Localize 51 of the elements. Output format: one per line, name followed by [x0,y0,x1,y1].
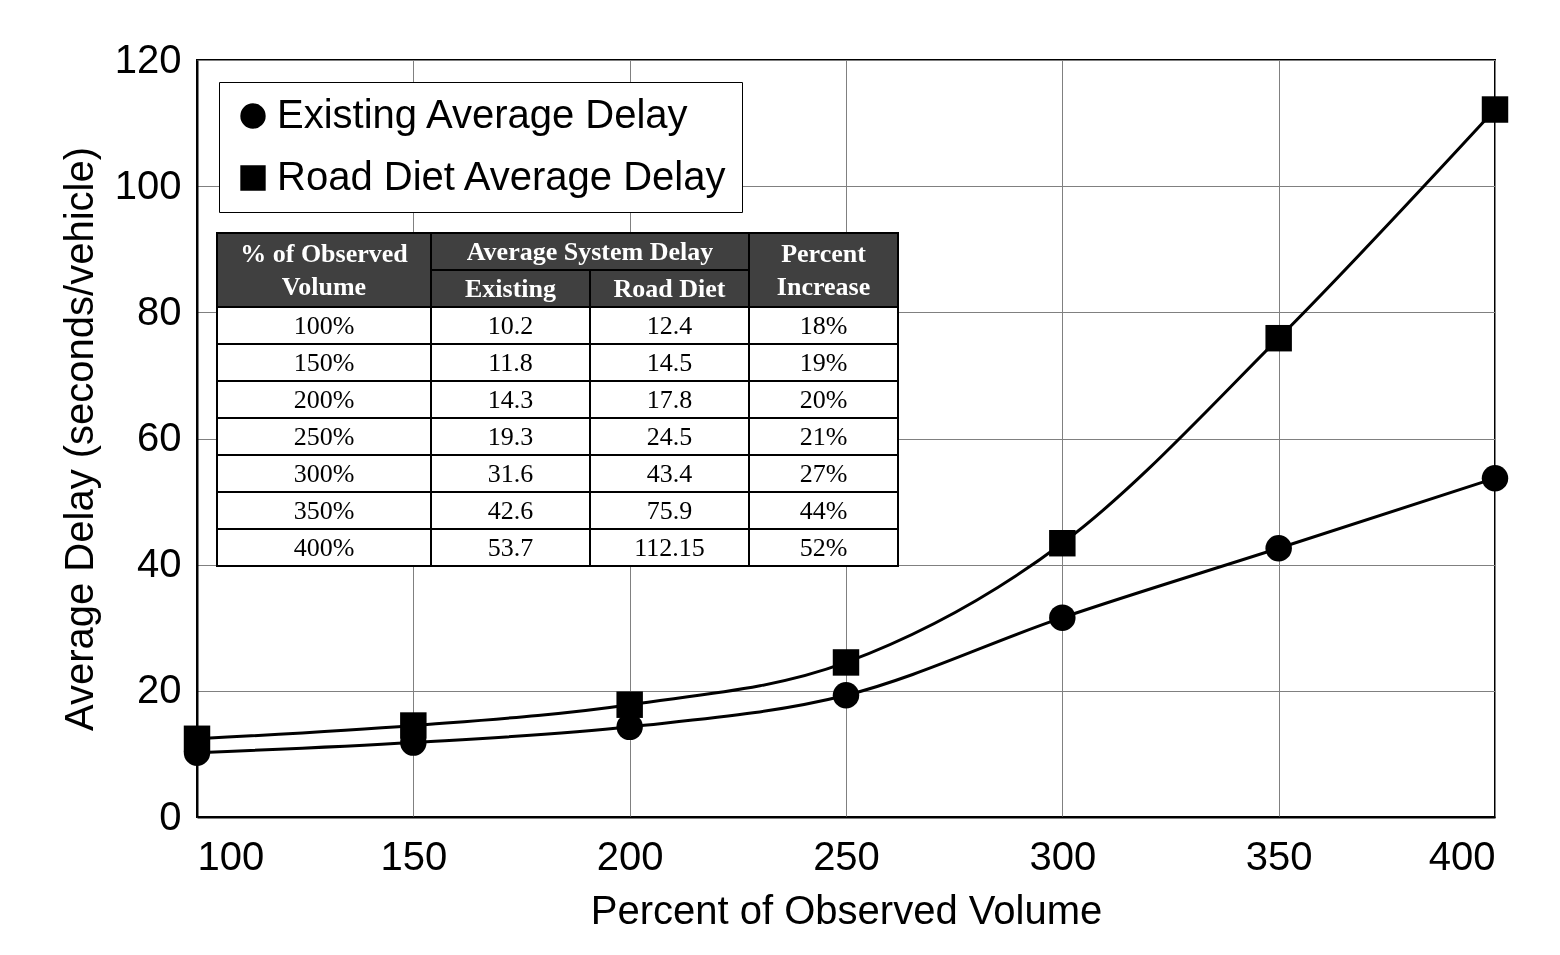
annotation: 350% [217,492,431,529]
annotation: 18% [749,307,898,344]
annotation: 21% [749,418,898,455]
annotation: 20% [749,381,898,418]
annotation: 14.3 [431,381,590,418]
annotation: 250% [217,418,431,455]
annotation: 10.2 [431,307,590,344]
x-tick-label: 350 [1245,833,1313,878]
x-tick-label: 200 [596,833,664,878]
x-axis-title: Percent of Observed Volume [590,887,1103,932]
annotation: 19% [749,344,898,381]
y-tick-label: 80 [137,288,182,333]
x-tick-label: 100 [197,833,265,878]
annotation: % of Observed Volume [217,233,431,307]
annotation: 200% [217,381,431,418]
legend-label: Existing Average Delay [277,92,688,136]
annotation: Road Diet [590,270,749,307]
annotation: Average System Delay [431,233,749,270]
y-axis-title: Average Delay (seconds/vehicle) [56,146,101,732]
annotation: 19.3 [431,418,590,455]
annotation: Percent Increase [749,233,898,307]
annotation: 27% [749,455,898,492]
annotation: 24.5 [590,418,749,455]
annotation: 14.5 [590,344,749,381]
annotation: 42.6 [431,492,590,529]
y-tick-label: 20 [137,667,182,712]
legend-label: Road Diet Average Delay [277,154,726,198]
y-tick-label: 40 [137,541,182,586]
y-tick-label: 120 [114,36,182,81]
x-tick-label: 250 [813,833,880,878]
annotation: Existing [431,270,590,307]
annotation: 53.7 [431,529,590,566]
annotation: 31.6 [431,455,590,492]
annotation: 11.8 [431,344,590,381]
annotation: 150% [217,344,431,381]
annotation: 12.4 [590,307,749,344]
annotation: 112.15 [590,529,749,566]
annotation: 17.8 [590,381,749,418]
y-tick-label: 60 [137,415,182,459]
annotation: 300% [217,455,431,492]
annotation: 52% [749,529,898,566]
x-tick-label: 150 [380,833,448,878]
y-tick-label: 0 [159,793,182,838]
annotation: 43.4 [590,455,749,492]
x-tick-label: 400 [1428,833,1496,878]
annotation: 100% [217,307,431,344]
annotation: 400% [217,529,431,566]
x-tick-label: 300 [1029,833,1097,878]
annotation: 75.9 [590,492,749,529]
annotation: 44% [749,492,898,529]
y-tick-label: 100 [114,162,182,207]
